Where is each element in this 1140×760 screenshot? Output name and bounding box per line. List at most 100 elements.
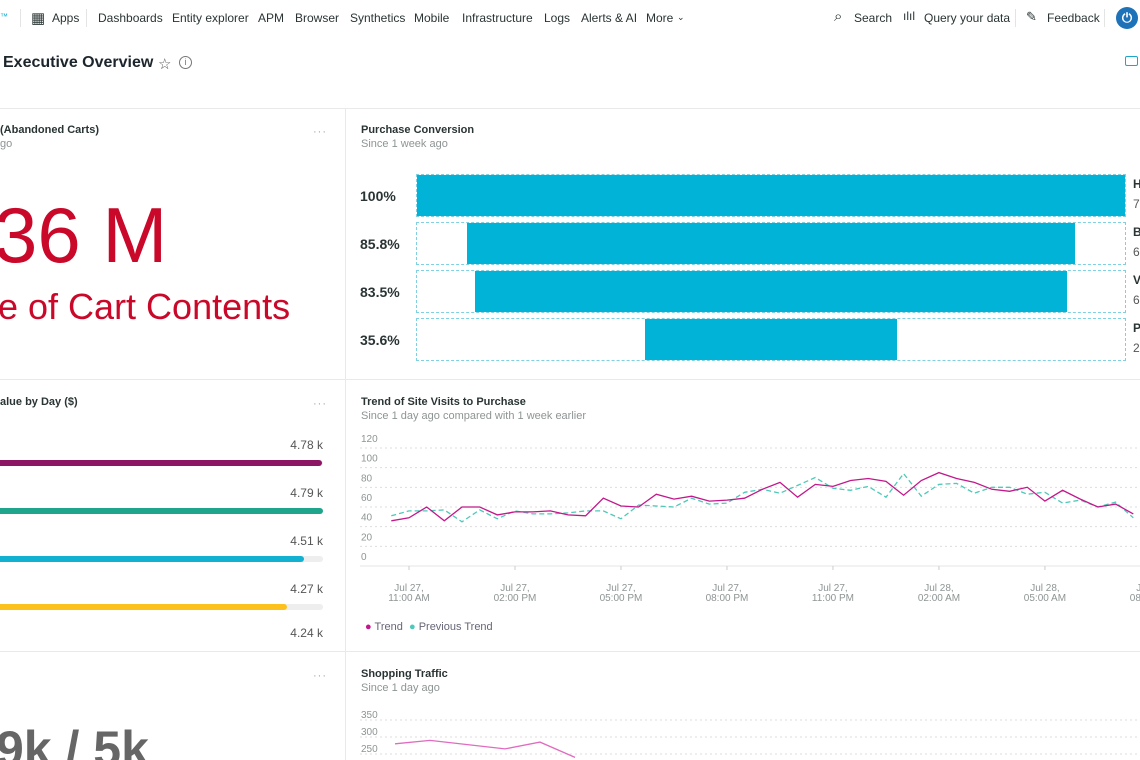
funnel-step[interactable] (416, 270, 1126, 313)
big-number-caption: e of Cart Contents (0, 286, 291, 327)
bar-value-label: 4.79 k (290, 486, 323, 500)
y-tick-label: 300 (361, 727, 378, 738)
legend-trend[interactable]: Trend (374, 621, 403, 633)
bar-fill[interactable] (0, 460, 323, 466)
funnel-percent: 35.6% (360, 332, 400, 348)
panel-menu-button[interactable]: ··· (313, 126, 327, 138)
tv-mode-icon[interactable] (1125, 56, 1138, 66)
search-icon: ⌕ (834, 8, 843, 25)
funnel-bar (644, 319, 898, 360)
panel-title: (Abandoned Carts) (0, 124, 99, 136)
x-tick-label-time: 11:00 AM (388, 593, 430, 604)
big-number: 36 M (0, 191, 168, 279)
query-data-button[interactable]: Query your data (924, 11, 1011, 25)
nav-dashboards[interactable]: Dashboards (98, 11, 163, 25)
nav-apm[interactable]: APM (258, 11, 285, 25)
bar-track (0, 460, 323, 466)
x-tick-label-time: 11:00 PM (812, 593, 854, 604)
legend-previous-trend[interactable]: Previous Trend (418, 621, 493, 633)
nav-alerts[interactable]: Alerts & AI (581, 11, 638, 25)
top-nav: ™ ▦ Apps Dashboards Entity explorer APM … (0, 0, 1140, 36)
user-avatar-power-icon[interactable]: ⏻ (1116, 7, 1138, 29)
nav-infrastructure[interactable]: Infrastructure (462, 11, 533, 25)
value-by-day-panel: alue by Day ($) ··· 4.78 k 4.79 k 4.51 k… (0, 380, 345, 651)
bar-track (0, 604, 323, 610)
panel-menu-button[interactable]: ··· (313, 670, 327, 682)
panel-title: Shopping Traffic (361, 668, 448, 680)
panel-title: Trend of Site Visits to Purchase (361, 396, 526, 408)
panel-subtitle: Since 1 week ago (361, 138, 448, 150)
legend-dot-previous: ● (408, 621, 416, 633)
x-tick-label-time: 08:00 AM (1130, 593, 1140, 604)
panel-title: alue by Day ($) (0, 396, 78, 408)
panel-subtitle: Since 1 day ago compared with 1 week ear… (361, 410, 587, 422)
funnel-bar (475, 271, 1067, 312)
trend-panel: Trend of Site Visits to Purchase Since 1… (346, 380, 1140, 651)
legend: ● Trend ● Previous Trend (365, 621, 493, 633)
y-tick-label: 60 (361, 493, 373, 504)
bottom-left-panel: ··· 9k / 5k (0, 652, 345, 760)
funnel-step[interactable] (416, 174, 1126, 217)
bar-track (0, 556, 323, 562)
feedback-button[interactable]: Feedback (1047, 11, 1100, 25)
apps-grid-icon: ▦ (31, 10, 46, 27)
abandoned-carts-panel: (Abandoned Carts) go ··· 36 M e of Cart … (0, 110, 345, 379)
panel-title: Purchase Conversion (361, 124, 475, 136)
bar-fill[interactable] (0, 556, 304, 562)
x-tick-label-date: Jul 27, (818, 583, 847, 594)
bar-fill[interactable] (0, 604, 287, 610)
series-line-trend (391, 471, 1134, 522)
x-tick-label-time: 02:00 PM (494, 593, 537, 604)
info-icon[interactable]: i (179, 56, 192, 69)
nav-apps[interactable]: Apps (52, 11, 80, 25)
x-tick-label-date: Jul 28, (924, 583, 953, 594)
bar-track (0, 508, 323, 514)
logo: ™ (0, 12, 8, 21)
y-tick-label: 100 (361, 454, 378, 465)
nav-logs[interactable]: Logs (544, 11, 571, 25)
funnel-bar (467, 223, 1075, 264)
y-tick-label: 80 (361, 473, 373, 484)
feedback-icon: ✎ (1026, 9, 1037, 24)
search-button[interactable]: Search (854, 11, 893, 25)
x-tick-label-date: Jul 27, (500, 583, 529, 594)
page-title: Executive Overview (3, 54, 154, 71)
bar-label-partial: 4.24 k (290, 626, 323, 640)
funnel-bar (417, 175, 1125, 216)
funnel-percent: 85.8% (360, 236, 400, 252)
nav-more[interactable]: More (646, 11, 674, 25)
y-tick-label: 350 (361, 710, 378, 721)
nav-synthetics[interactable]: Synthetics (350, 11, 406, 25)
x-tick-label-date: Jul 27, (606, 583, 635, 594)
bar-fill[interactable] (0, 508, 323, 514)
panel-subtitle: Since 1 day ago (361, 682, 440, 694)
legend-dot-trend: ● (365, 621, 372, 633)
x-tick-label-date: Jul 27, (394, 583, 423, 594)
purchase-conversion-panel: Purchase Conversion Since 1 week ago 100… (346, 110, 1140, 379)
panel-subtitle: go (0, 138, 13, 150)
star-icon[interactable]: ☆ (158, 56, 172, 73)
x-tick-label-time: 05:00 PM (600, 593, 643, 604)
nav-browser[interactable]: Browser (295, 11, 340, 25)
funnel-step[interactable] (416, 222, 1126, 265)
big-number: 9k / 5k (0, 721, 149, 760)
y-tick-label: 250 (361, 744, 378, 755)
funnel-percent: 83.5% (360, 284, 400, 300)
bar-value-label: 4.78 k (290, 438, 323, 452)
shopping-traffic-panel: Shopping Traffic Since 1 day ago 250 300 3… (346, 652, 1140, 760)
x-tick-label-time: 08:00 PM (706, 593, 749, 604)
y-tick-label: 40 (361, 513, 373, 524)
x-tick-label-time: 02:00 AM (918, 593, 960, 604)
nav-entity-explorer[interactable]: Entity explorer (172, 11, 249, 25)
funnel-step[interactable] (416, 318, 1126, 361)
x-tick-label-time: 05:00 AM (1024, 593, 1066, 604)
nav-mobile[interactable]: Mobile (414, 11, 450, 25)
bar-value-label: 4.27 k (290, 582, 323, 596)
panel-menu-button[interactable]: ··· (313, 398, 327, 410)
funnel-percent: 100% (360, 188, 396, 204)
x-tick-label-date: Jul 28, (1030, 583, 1059, 594)
x-tick-label-date: Jul 28, (1136, 583, 1140, 594)
